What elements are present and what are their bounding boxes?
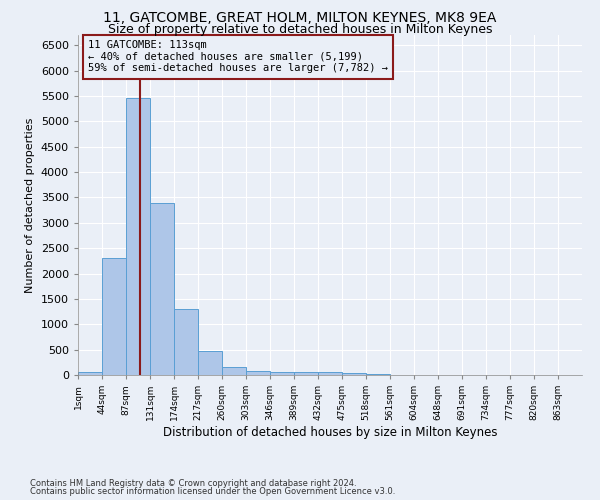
Bar (198, 350, 222, 375)
Bar (78, 372, 102, 375)
Bar (175, 309, 198, 375)
Bar (342, 374, 366, 375)
Bar (366, 374, 390, 375)
Text: Size of property relative to detached houses in Milton Keynes: Size of property relative to detached ho… (108, 22, 492, 36)
Bar (246, 370, 270, 375)
Bar (270, 372, 294, 375)
Bar (102, 258, 126, 375)
Bar (151, 204, 175, 375)
Text: Contains HM Land Registry data © Crown copyright and database right 2024.: Contains HM Land Registry data © Crown c… (30, 478, 356, 488)
Bar (222, 366, 246, 375)
Text: 11, GATCOMBE, GREAT HOLM, MILTON KEYNES, MK8 9EA: 11, GATCOMBE, GREAT HOLM, MILTON KEYNES,… (103, 11, 497, 25)
Bar (126, 98, 150, 375)
Text: 11 GATCOMBE: 113sqm
← 40% of detached houses are smaller (5,199)
59% of semi-det: 11 GATCOMBE: 113sqm ← 40% of detached ho… (88, 40, 388, 74)
X-axis label: Distribution of detached houses by size in Milton Keynes: Distribution of detached houses by size … (163, 426, 497, 439)
Bar (294, 372, 318, 375)
Bar (318, 372, 342, 375)
Text: Contains public sector information licensed under the Open Government Licence v3: Contains public sector information licen… (30, 487, 395, 496)
Y-axis label: Number of detached properties: Number of detached properties (25, 118, 35, 292)
